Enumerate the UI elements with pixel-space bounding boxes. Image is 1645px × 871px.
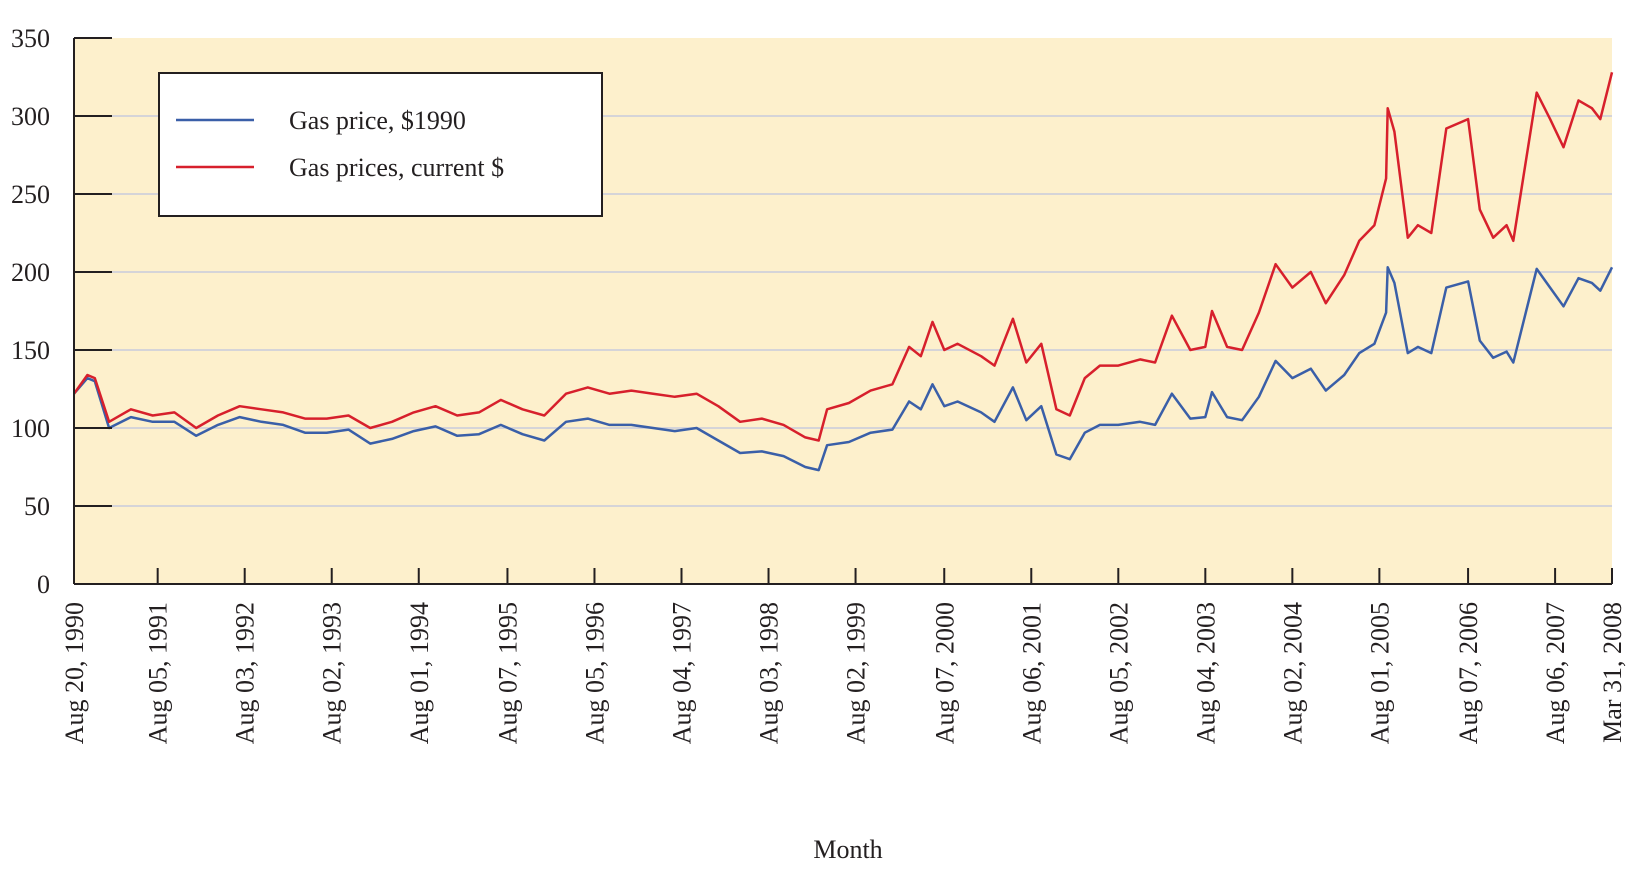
legend: Gas price, $1990 Gas prices, current $ [158,72,603,217]
x-tick-label: Aug 07, 1995 [493,602,522,744]
y-tick-label: 100 [11,414,50,443]
x-tick-label: Aug 01, 2005 [1365,602,1394,744]
y-tick-label: 250 [11,180,50,209]
x-tick-label: Aug 02, 2004 [1278,602,1307,744]
x-tick-label: Aug 05, 1996 [580,602,609,744]
x-tick-label: Aug 06, 2007 [1541,602,1570,744]
x-tick-label: Aug 02, 1993 [318,602,347,744]
y-tick-label: 50 [24,492,50,521]
legend-box [158,72,603,217]
x-tick-label: Aug 07, 2006 [1454,602,1483,744]
x-axis-title: Month [813,835,882,864]
x-tick-label: Aug 06, 2001 [1017,602,1046,744]
x-tick-label: Aug 01, 1994 [405,602,434,744]
x-tick-label: Aug 04, 1997 [668,602,697,744]
y-tick-label: 0 [37,570,50,599]
series-line [73,266,1614,472]
legend-label: Gas price, $1990 [289,106,466,135]
x-tick-label: Mar 31, 2008 [1598,602,1627,743]
x-tick-label: Aug 03, 1992 [231,602,260,744]
x-tick-label: Aug 05, 1991 [144,602,173,744]
x-tick-label: Aug 04, 2003 [1191,602,1220,744]
y-tick-label: 150 [11,336,50,365]
x-tick-label: Aug 07, 2000 [930,602,959,744]
x-tick-label: Aug 02, 1999 [842,602,871,744]
axes: 0 50 100 150 200 250 300 350 Aug 20, 1990 Aug 05,… [11,24,1627,744]
legend-label: Gas prices, current $ [289,153,504,182]
x-tick-label: Aug 20, 1990 [60,602,89,744]
x-tick-label: Aug 03, 1998 [755,602,784,744]
lines [72,71,1614,472]
x-tick-label: Aug 05, 2002 [1104,602,1133,744]
y-tick-label: 350 [11,24,50,53]
y-tick-label: 300 [11,102,50,131]
grid [74,115,1612,507]
y-tick-label: 200 [11,258,50,287]
series-line [72,71,1614,442]
